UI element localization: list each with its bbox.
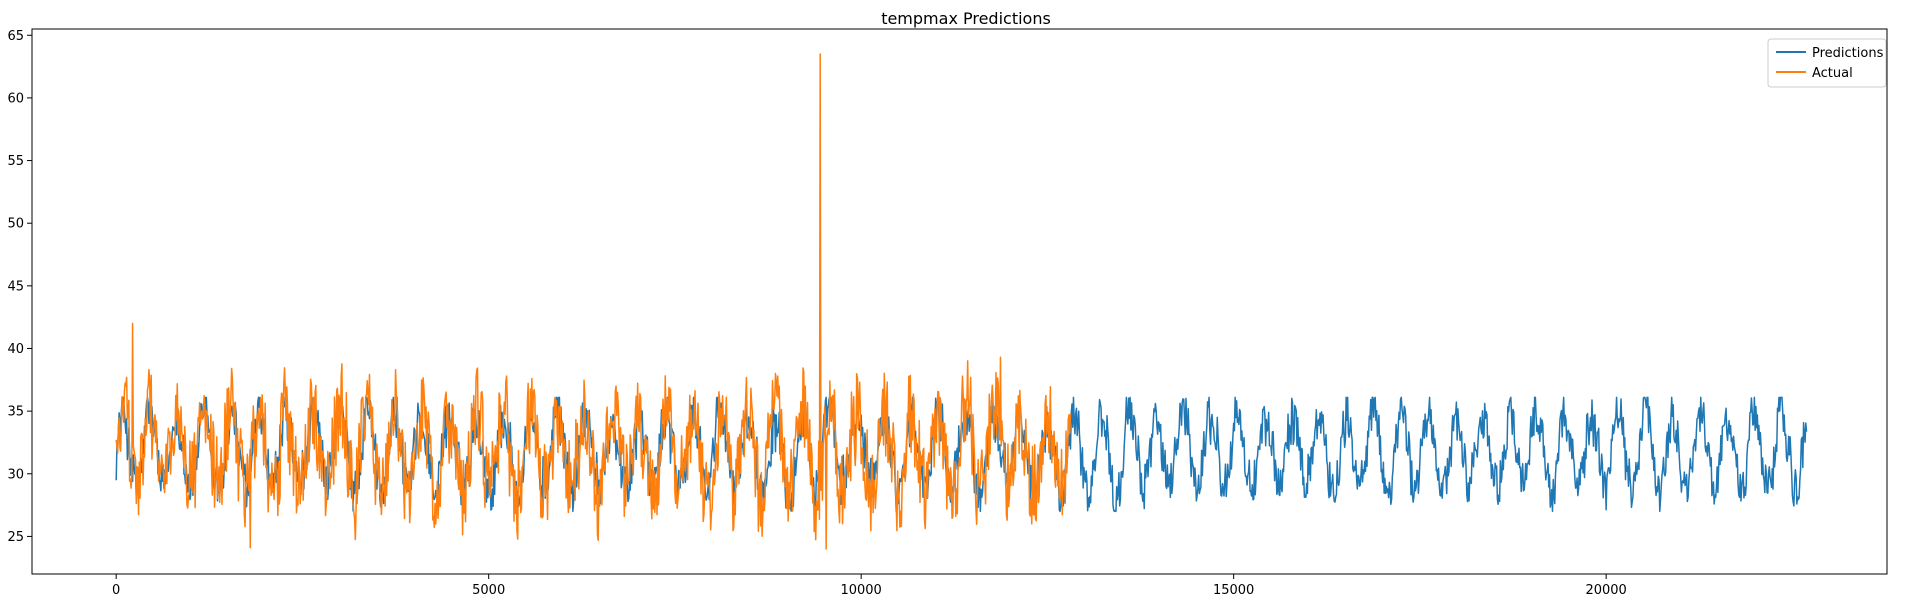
series-line-actual	[115, 53, 1072, 550]
y-tick-label: 25	[7, 530, 24, 545]
axes-frame	[31, 28, 1888, 575]
chart-title: tempmax Predictions	[881, 9, 1051, 28]
x-tick-label: 20000	[1585, 583, 1626, 598]
y-tick-label: 60	[7, 91, 24, 106]
x-axis: 0 5000 10000 15000 20000	[112, 574, 1627, 598]
y-tick-label: 65	[7, 29, 24, 44]
y-tick-label: 30	[7, 467, 24, 482]
y-axis: 25 30 35 40 45 50 55 60 65	[7, 29, 32, 545]
legend: Predictions Actual	[1767, 38, 1887, 88]
y-tick-label: 35	[7, 405, 24, 420]
legend-label-actual: Actual	[1812, 66, 1853, 81]
plot-lines	[115, 53, 1808, 550]
x-tick-label: 10000	[840, 583, 881, 598]
y-tick-label: 40	[7, 342, 24, 357]
y-tick-label: 50	[7, 217, 24, 232]
plot-frame	[31, 28, 1888, 575]
y-tick-label: 45	[7, 279, 24, 294]
legend-label-predictions: Predictions	[1812, 46, 1884, 61]
x-tick-label: 5000	[472, 583, 505, 598]
y-tick-label: 55	[7, 154, 24, 169]
x-tick-label: 0	[112, 583, 120, 598]
x-tick-label: 15000	[1213, 583, 1254, 598]
